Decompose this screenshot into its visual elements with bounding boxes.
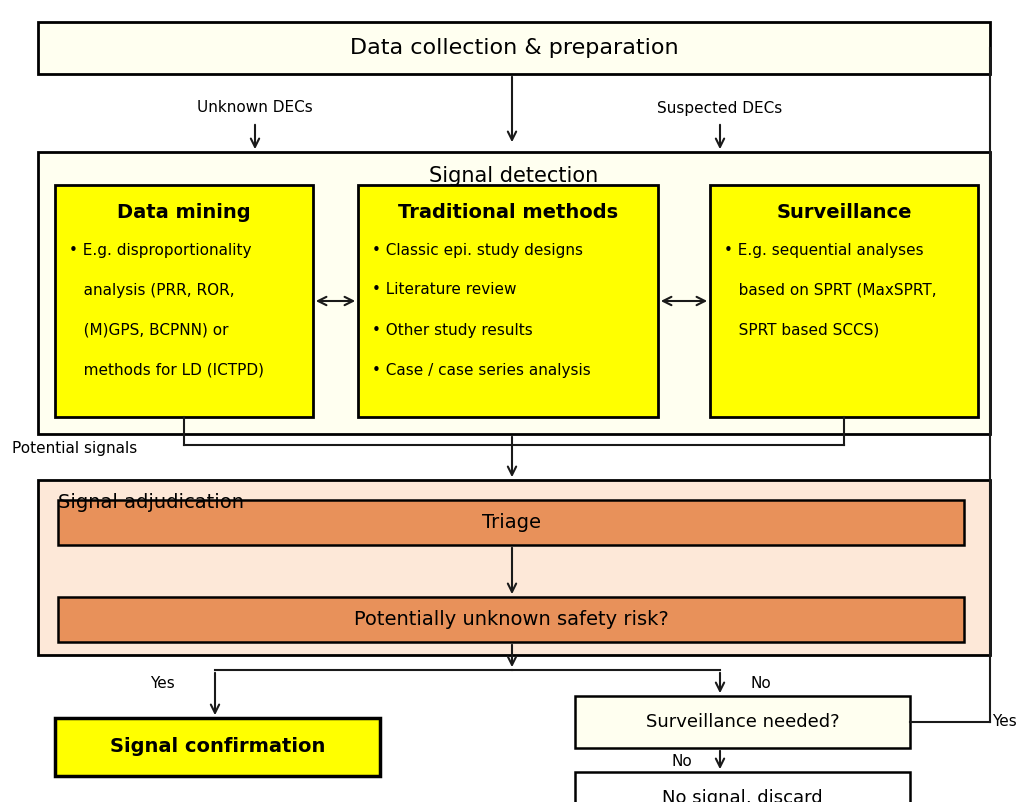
Text: Traditional methods: Traditional methods xyxy=(398,204,618,222)
Bar xyxy=(58,500,964,545)
Text: analysis (PRR, ROR,: analysis (PRR, ROR, xyxy=(69,282,234,298)
Bar xyxy=(710,185,978,417)
Bar xyxy=(38,22,990,74)
Text: Yes: Yes xyxy=(151,675,175,691)
Text: No: No xyxy=(672,755,692,769)
Text: Yes: Yes xyxy=(992,715,1017,730)
Bar xyxy=(38,480,990,655)
Bar xyxy=(575,696,910,748)
Text: based on SPRT (MaxSPRT,: based on SPRT (MaxSPRT, xyxy=(724,282,937,298)
Text: Suspected DECs: Suspected DECs xyxy=(657,100,782,115)
Text: Triage: Triage xyxy=(481,513,541,532)
Bar xyxy=(575,772,910,802)
Text: Signal detection: Signal detection xyxy=(429,166,599,186)
Text: Signal adjudication: Signal adjudication xyxy=(58,492,244,512)
Text: No signal, discard: No signal, discard xyxy=(663,789,823,802)
Text: Surveillance needed?: Surveillance needed? xyxy=(646,713,840,731)
Text: Unknown DECs: Unknown DECs xyxy=(198,100,313,115)
Text: • E.g. disproportionality: • E.g. disproportionality xyxy=(69,242,252,257)
Text: Potentially unknown safety risk?: Potentially unknown safety risk? xyxy=(353,610,669,629)
Text: Surveillance: Surveillance xyxy=(776,204,911,222)
Text: • E.g. sequential analyses: • E.g. sequential analyses xyxy=(724,242,924,257)
Text: • Literature review: • Literature review xyxy=(372,282,516,298)
Text: • Other study results: • Other study results xyxy=(372,322,532,338)
Bar xyxy=(58,597,964,642)
Text: Data mining: Data mining xyxy=(117,204,251,222)
Text: Signal confirmation: Signal confirmation xyxy=(110,738,326,756)
Text: • Case / case series analysis: • Case / case series analysis xyxy=(372,363,591,378)
Bar xyxy=(38,152,990,434)
Bar xyxy=(55,185,313,417)
Text: (M)GPS, BCPNN) or: (M)GPS, BCPNN) or xyxy=(69,322,228,338)
Text: methods for LD (ICTPD): methods for LD (ICTPD) xyxy=(69,363,264,378)
Text: No: No xyxy=(750,675,771,691)
Text: Data collection & preparation: Data collection & preparation xyxy=(349,38,678,58)
Bar xyxy=(55,718,380,776)
Text: SPRT based SCCS): SPRT based SCCS) xyxy=(724,322,880,338)
Bar xyxy=(358,185,658,417)
Text: Potential signals: Potential signals xyxy=(12,440,137,456)
Text: • Classic epi. study designs: • Classic epi. study designs xyxy=(372,242,583,257)
